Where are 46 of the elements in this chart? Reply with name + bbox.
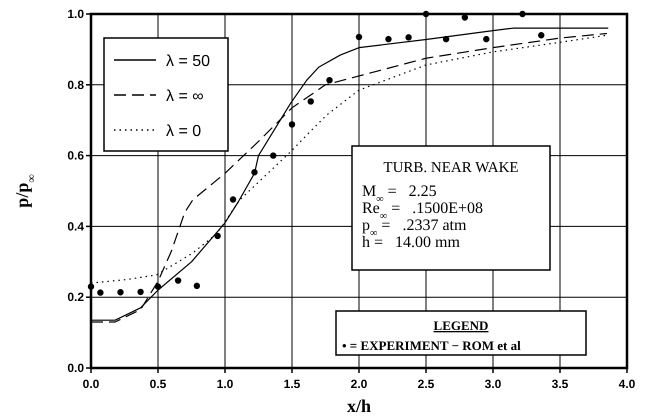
point (137, 288, 144, 296)
x-tick-label: 0.0 (82, 377, 100, 391)
point (326, 77, 333, 84)
point (405, 34, 412, 41)
x-tick-label: 1.5 (284, 377, 301, 391)
y-tick-label: 0.2 (67, 290, 84, 304)
y-tick-label: 0.0 (67, 361, 84, 375)
annotation: h = 14.00 mm (362, 234, 460, 251)
legend-label: λ = 50 (166, 53, 210, 70)
point (483, 36, 490, 42)
point (462, 14, 468, 21)
y-tick-label: 0.8 (67, 78, 84, 92)
point (230, 196, 236, 203)
y-tick-label: 1.0 (67, 7, 84, 21)
point (251, 169, 258, 176)
legend-label: λ = 0 (166, 123, 202, 140)
x-tick-label: 3.0 (484, 377, 502, 391)
point (308, 98, 314, 105)
x-axis-title: x/h (346, 396, 372, 416)
point (356, 34, 362, 40)
point (538, 32, 544, 38)
y-tick-label: 0.4 (67, 219, 84, 234)
point (97, 289, 104, 296)
y-tick-label: 0.6 (67, 148, 84, 163)
annotation: TURB. NEAR WAKE (383, 160, 519, 176)
point (270, 152, 276, 159)
x-tick-label: 3.5 (552, 377, 569, 391)
point (174, 277, 182, 284)
point (442, 36, 450, 42)
point (154, 283, 162, 290)
point (117, 289, 124, 296)
point (385, 36, 392, 42)
x-tick-label: 4.0 (618, 377, 636, 391)
point (288, 121, 296, 128)
x-tick-label: 2.5 (418, 377, 435, 391)
point (194, 282, 200, 290)
annotation: • = EXPERIMENT − ROM et al (342, 338, 522, 353)
point (422, 10, 430, 18)
point (88, 283, 94, 290)
point (519, 10, 526, 18)
legend-label: λ = ∞ (166, 88, 204, 105)
annotation: LEGEND (434, 318, 488, 333)
x-tick-label: 0.5 (150, 377, 167, 391)
point (214, 232, 221, 240)
x-tick-label: 1.0 (216, 377, 234, 391)
x-tick-label: 2.0 (350, 377, 368, 391)
